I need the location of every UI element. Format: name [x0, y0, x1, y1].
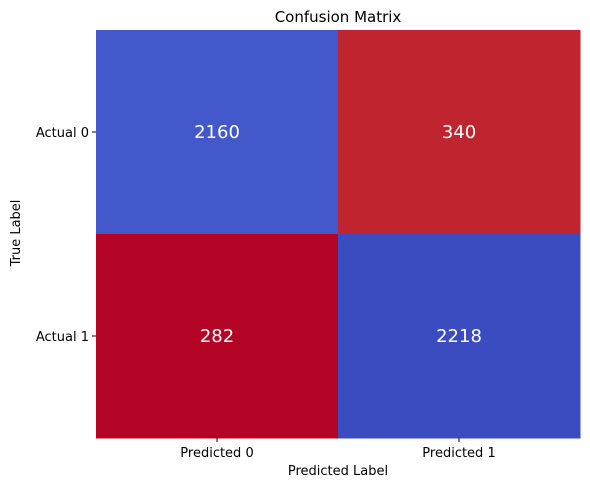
heatmap-cell-r0-c0 — [96, 30, 339, 235]
y-tick-label: Actual 0 — [36, 126, 89, 141]
y-tick-label: Actual 1 — [36, 330, 89, 345]
x-axis-ticks: Predicted 0 Predicted 1 — [180, 438, 496, 461]
cell-value-label-r0-c1: 340 — [442, 122, 476, 143]
heatmap-cell-r1-c1 — [338, 234, 581, 439]
cell-value-label-r1-c0: 282 — [200, 326, 234, 347]
y-axis-label: True Label — [9, 200, 24, 268]
heatmap-cell-labels: 2160 340 282 2218 — [194, 122, 482, 347]
x-tick-label: Predicted 1 — [422, 446, 495, 461]
chart-title: Confusion Matrix — [275, 8, 402, 26]
x-tick-label: Predicted 0 — [180, 446, 253, 461]
cell-value-label-r1-c1: 2218 — [436, 326, 482, 347]
y-axis-ticks: Actual 0 Actual 1 — [36, 126, 96, 345]
x-axis-label: Predicted Label — [288, 464, 388, 479]
heatmap-cell-r1-c0 — [96, 234, 339, 439]
cell-value-label-r0-c0: 2160 — [194, 122, 240, 143]
heatmap-cells — [96, 30, 581, 439]
heatmap-cell-r0-c1 — [338, 30, 581, 235]
